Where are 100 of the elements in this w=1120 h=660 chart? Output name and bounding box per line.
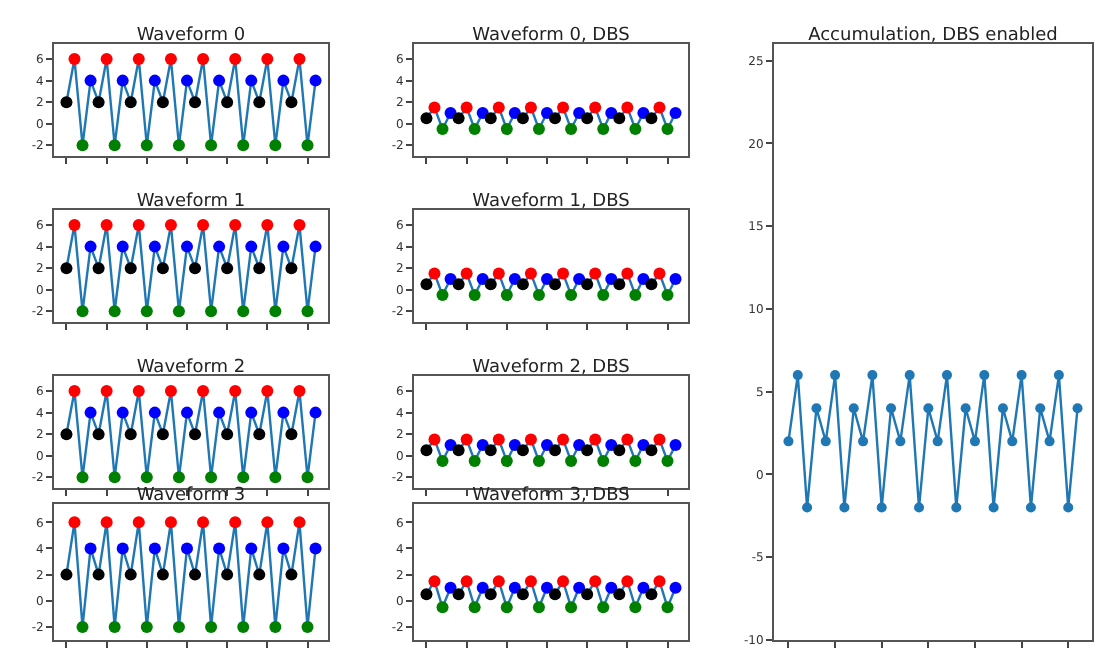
point bbox=[76, 305, 89, 318]
point bbox=[557, 433, 570, 446]
point bbox=[180, 406, 193, 419]
point bbox=[428, 101, 441, 114]
point bbox=[301, 620, 314, 633]
point bbox=[492, 267, 505, 280]
point bbox=[621, 267, 634, 280]
point bbox=[164, 219, 177, 232]
point bbox=[68, 516, 81, 529]
point bbox=[661, 455, 674, 468]
point bbox=[164, 385, 177, 398]
point bbox=[524, 433, 537, 446]
point bbox=[253, 428, 266, 441]
point bbox=[116, 74, 129, 87]
point bbox=[581, 278, 594, 291]
chart-title: Waveform 3, DBS bbox=[472, 486, 631, 506]
point bbox=[516, 278, 529, 291]
point bbox=[253, 568, 266, 581]
point bbox=[969, 436, 980, 447]
point bbox=[132, 516, 145, 529]
point bbox=[60, 96, 73, 109]
point bbox=[839, 502, 850, 513]
point bbox=[830, 370, 841, 381]
point bbox=[452, 278, 465, 291]
point bbox=[979, 370, 990, 381]
point bbox=[261, 53, 274, 66]
point bbox=[492, 575, 505, 588]
chart-title: Waveform 1 bbox=[136, 192, 246, 212]
point bbox=[484, 588, 497, 601]
point bbox=[221, 262, 234, 275]
point bbox=[269, 305, 282, 318]
point bbox=[124, 428, 137, 441]
point bbox=[581, 444, 594, 457]
point bbox=[140, 139, 153, 152]
point bbox=[508, 581, 521, 594]
point bbox=[108, 620, 121, 633]
point bbox=[428, 575, 441, 588]
point bbox=[277, 406, 290, 419]
point bbox=[886, 403, 897, 414]
point bbox=[581, 588, 594, 601]
point bbox=[661, 601, 674, 614]
point bbox=[669, 272, 682, 285]
point bbox=[613, 444, 626, 457]
point bbox=[532, 455, 545, 468]
point bbox=[156, 262, 169, 275]
point bbox=[237, 620, 250, 633]
point bbox=[492, 433, 505, 446]
point bbox=[500, 455, 513, 468]
chart-title: Waveform 0, DBS bbox=[472, 26, 631, 46]
point bbox=[245, 406, 258, 419]
point bbox=[645, 588, 658, 601]
point bbox=[253, 96, 266, 109]
point bbox=[452, 112, 465, 125]
point bbox=[597, 455, 610, 468]
point bbox=[60, 568, 73, 581]
point bbox=[460, 267, 473, 280]
point bbox=[261, 385, 274, 398]
point bbox=[524, 101, 537, 114]
point bbox=[172, 139, 185, 152]
point bbox=[116, 542, 129, 555]
point bbox=[237, 471, 250, 484]
point bbox=[876, 502, 887, 513]
point bbox=[460, 575, 473, 588]
point bbox=[858, 436, 869, 447]
point bbox=[245, 542, 258, 555]
point bbox=[549, 588, 562, 601]
point bbox=[597, 601, 610, 614]
point bbox=[124, 262, 137, 275]
point bbox=[420, 112, 433, 125]
point bbox=[285, 96, 298, 109]
chart-title: Waveform 1, DBS bbox=[472, 192, 631, 212]
point bbox=[629, 289, 642, 302]
point bbox=[540, 272, 553, 285]
point bbox=[172, 471, 185, 484]
point bbox=[1025, 502, 1036, 513]
point bbox=[205, 620, 218, 633]
chart-title: Waveform 3 bbox=[136, 486, 246, 506]
point bbox=[1035, 403, 1046, 414]
point bbox=[565, 123, 578, 136]
point bbox=[540, 106, 553, 119]
point bbox=[309, 74, 322, 87]
point bbox=[213, 74, 226, 87]
point bbox=[293, 219, 306, 232]
point bbox=[436, 289, 449, 302]
point bbox=[565, 455, 578, 468]
point bbox=[532, 289, 545, 302]
point bbox=[1016, 370, 1027, 381]
point bbox=[476, 581, 489, 594]
point bbox=[245, 240, 258, 253]
point bbox=[637, 581, 650, 594]
point bbox=[941, 370, 952, 381]
point bbox=[444, 581, 457, 594]
point bbox=[645, 444, 658, 457]
chart-title: Waveform 2, DBS bbox=[472, 358, 631, 378]
point bbox=[197, 516, 210, 529]
point bbox=[460, 101, 473, 114]
point bbox=[661, 123, 674, 136]
point bbox=[669, 106, 682, 119]
point bbox=[669, 438, 682, 451]
point bbox=[557, 267, 570, 280]
